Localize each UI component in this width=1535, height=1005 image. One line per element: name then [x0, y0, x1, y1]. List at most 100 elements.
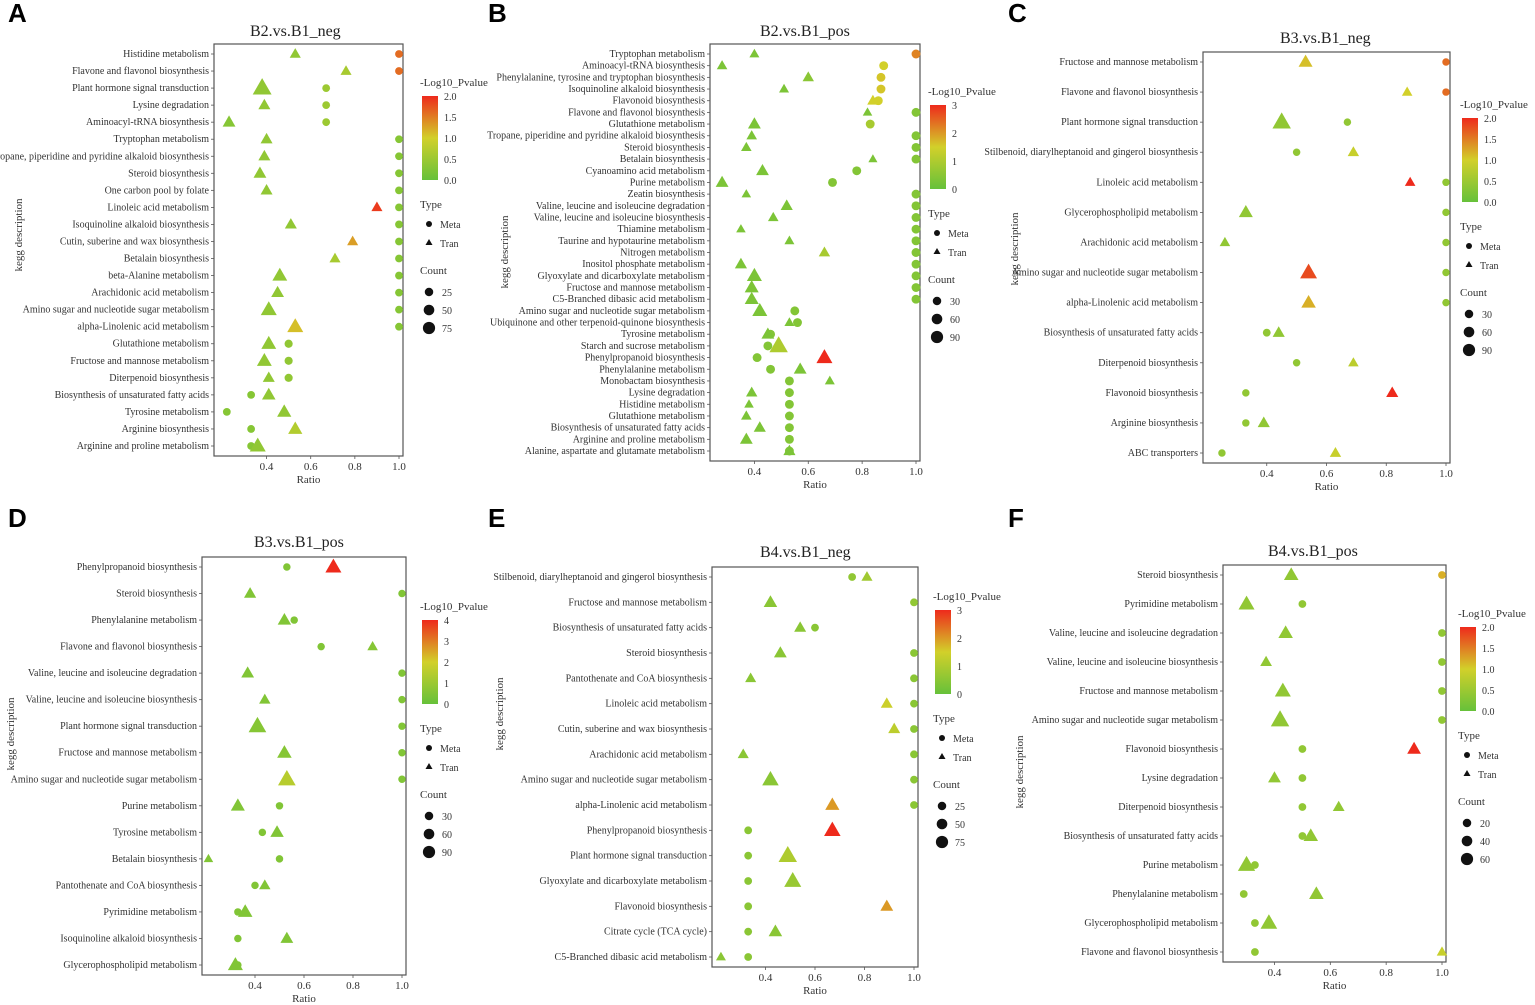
category-label: Diterpenoid biosynthesis: [1118, 802, 1218, 813]
tran-point: [861, 571, 873, 581]
chart-title: B2.vs.B1_pos: [760, 23, 850, 40]
category-label: Tropane, piperidine and pyridine alkaloi…: [487, 131, 705, 142]
tran-point: [1283, 567, 1299, 580]
category-label: Phenylalanine metabolism: [1112, 889, 1218, 900]
meta-point: [395, 288, 403, 297]
tran-point: [277, 745, 292, 758]
category-label: Amino sugar and nucleotide sugar metabol…: [521, 775, 708, 786]
category-label: Alanine, aspartate and glutamate metabol…: [525, 446, 705, 457]
panel-letter: E: [488, 503, 505, 533]
colorbar-tick-label: 3: [952, 101, 957, 112]
count-legend-title: Count: [420, 789, 447, 801]
panel-b: B B2.vs.B1_pos Tryptophan metabolismAminoa…: [487, 0, 996, 491]
category-label: Phenylalanine metabolism: [91, 615, 197, 626]
tran-point: [1386, 386, 1399, 398]
type-meta-icon: [939, 735, 945, 741]
meta-point: [1343, 118, 1352, 126]
tran-point: [1219, 236, 1231, 247]
category-label: Betalain biosynthesis: [124, 254, 209, 265]
tran-point: [272, 267, 288, 281]
type-tran-label: Tran: [948, 248, 967, 259]
x-tick-label: 0.8: [348, 461, 362, 473]
colorbar-tick-label: 3: [444, 637, 449, 648]
count-legend-label: 60: [1480, 855, 1490, 866]
meta-point: [1239, 890, 1248, 898]
tran-point: [371, 201, 383, 212]
chart-title: B3.vs.B1_neg: [1280, 30, 1371, 47]
meta-point: [395, 254, 403, 263]
meta-point: [752, 353, 762, 363]
tran-point: [767, 211, 779, 222]
category-label: Ubiquinone and other terpenoid-quinone b…: [490, 318, 705, 329]
category-label: Glutathione metabolism: [113, 339, 210, 350]
x-tick-label: 0.8: [858, 972, 872, 984]
count-legend-title: Count: [420, 265, 447, 277]
panel-e: E B4.vs.B1_neg Stilbenoid, diarylheptanoid…: [488, 503, 1001, 997]
category-label: Glyoxylate and dicarboxylate metabolism: [540, 876, 708, 887]
tran-point: [1329, 446, 1342, 457]
x-tick-label: 0.4: [1260, 468, 1274, 480]
meta-point: [784, 434, 794, 444]
category-label: Thiamine metabolism: [618, 224, 706, 235]
tran-point: [763, 595, 778, 607]
category-label: Amino sugar and nucleotide sugar metabol…: [1032, 715, 1219, 726]
meta-point: [395, 271, 403, 280]
x-axis-label: Ratio: [1323, 980, 1347, 992]
x-tick-label: 0.4: [748, 466, 762, 478]
count-legend-label: 75: [442, 324, 452, 335]
tran-point: [761, 327, 775, 339]
category-label: Plant hormone signal transduction: [1061, 117, 1198, 128]
meta-point: [876, 84, 886, 94]
panel-letter: C: [1008, 0, 1027, 28]
tran-point: [868, 154, 878, 163]
colorbar-tick-label: 2.0: [1484, 114, 1497, 125]
category-label: Starch and sucrose metabolism: [581, 341, 705, 352]
count-legend-label: 25: [442, 288, 452, 299]
meta-point: [395, 220, 403, 229]
tran-point: [769, 336, 788, 353]
category-label: Pantothenate and CoA biosynthesis: [566, 673, 707, 684]
category-label: Histidine metabolism: [123, 49, 209, 60]
meta-point: [911, 283, 921, 292]
count-legend-label: 60: [1482, 328, 1492, 339]
tran-point: [252, 78, 272, 95]
panel-f: F B4.vs.B1_pos Steroid biosynthesis Pyrimid…: [1008, 503, 1526, 992]
tran-point: [1257, 416, 1270, 428]
colorbar-title: -Log10_Pvalue: [1458, 608, 1526, 620]
category-label: Flavone and flavonol biosynthesis: [568, 107, 705, 118]
tran-point: [824, 821, 841, 836]
tran-point: [347, 235, 359, 246]
tran-point: [340, 65, 352, 75]
x-tick-label: 1.0: [392, 461, 406, 473]
category-label: Amino sugar and nucleotide sugar metabol…: [11, 774, 198, 785]
category-label: Fructose and mannose metabolism: [58, 748, 197, 759]
tran-point: [1278, 625, 1293, 638]
meta-point: [1442, 58, 1450, 66]
meta-point: [784, 376, 794, 386]
category-label: Glycerophospholipid metabolism: [1064, 207, 1198, 218]
tran-point: [752, 302, 768, 317]
colorbar-tick-label: 0: [952, 185, 957, 196]
meta-point: [283, 563, 291, 571]
meta-point: [398, 669, 406, 677]
category-label: Steroid biosynthesis: [116, 589, 197, 600]
tran-point: [784, 872, 802, 887]
count-legend-dot: [423, 304, 435, 316]
tran-point: [744, 399, 754, 408]
tran-point: [745, 672, 757, 683]
x-tick-label: 1.0: [1435, 967, 1449, 979]
count-legend-label: 30: [1482, 310, 1492, 321]
plot-frame: [1202, 51, 1451, 464]
category-label: Flavonoid biosynthesis: [614, 901, 707, 912]
panel-letter: B: [488, 0, 507, 28]
colorbar: [935, 610, 951, 694]
tran-point: [277, 404, 292, 417]
tran-point: [736, 224, 746, 233]
category-label: Plant hormone signal transduction: [60, 721, 197, 732]
meta-point: [744, 953, 753, 961]
category-label: Arginine and proline metabolism: [77, 441, 210, 452]
count-legend-dot: [1464, 309, 1474, 319]
colorbar-title: -Log10_Pvalue: [1460, 99, 1528, 111]
colorbar: [930, 105, 946, 189]
meta-point: [911, 224, 921, 234]
